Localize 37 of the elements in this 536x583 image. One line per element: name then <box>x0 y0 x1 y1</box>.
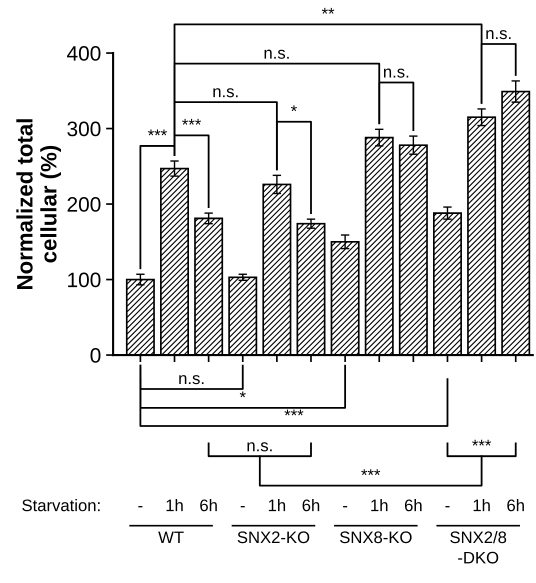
text: - <box>343 506 348 508</box>
text: n.s. <box>486 30 511 40</box>
text: n.s. <box>247 442 272 452</box>
text: 6h <box>200 499 217 512</box>
y-axis-title: Normalized total cellular (%) <box>16 119 61 289</box>
text: 1h <box>474 499 490 512</box>
text: n.s. <box>179 375 204 384</box>
text: - <box>445 506 450 508</box>
text: - <box>138 506 142 508</box>
annotation: n.s. <box>384 68 408 78</box>
text: 6h <box>404 499 422 512</box>
y-tick-label: 300 <box>67 122 100 136</box>
text: *** <box>472 440 492 446</box>
text: 6h <box>507 499 524 512</box>
text: * <box>240 391 246 398</box>
text: SNX8-KO <box>340 531 412 544</box>
annotation: * <box>290 105 297 112</box>
text: 1h <box>166 499 183 512</box>
text: 1h <box>371 499 388 512</box>
text: *** <box>284 410 304 416</box>
annotation: n.s. <box>264 50 289 59</box>
text: 6h <box>302 499 320 512</box>
y-tick-label: 0 <box>90 348 100 363</box>
annotation: *** <box>148 129 167 136</box>
y-tick-label: 200 <box>68 197 100 212</box>
text: ** <box>322 8 334 14</box>
text: - <box>240 506 245 508</box>
text: SNX2/8 -DKO <box>450 530 506 564</box>
annotation: *** <box>182 118 202 125</box>
annotation: n.s. <box>213 88 238 98</box>
y-tick-label: 100 <box>68 272 100 288</box>
text: WT <box>158 532 184 544</box>
text: 1h <box>268 499 286 512</box>
text: Starvation: <box>22 499 100 512</box>
y-tick-label: 400 <box>67 46 100 61</box>
text: SNX2-KO <box>238 531 310 544</box>
text: *** <box>361 469 380 476</box>
